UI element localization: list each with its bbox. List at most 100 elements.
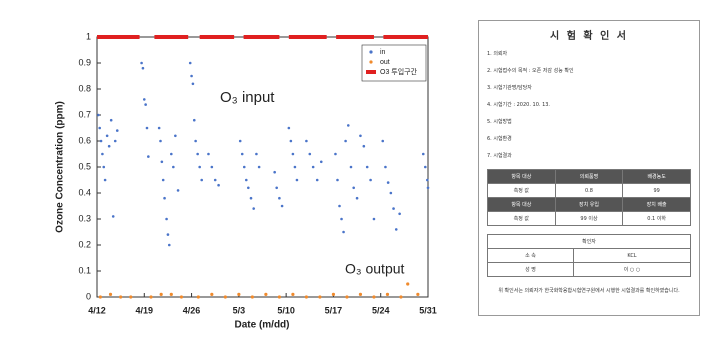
point [194, 140, 197, 143]
point [158, 127, 161, 130]
point [386, 293, 389, 296]
point [318, 295, 321, 298]
table-cell: 소 속 [488, 249, 574, 263]
point [108, 145, 111, 148]
point [390, 192, 393, 195]
point [106, 135, 109, 138]
point [247, 187, 250, 190]
point [245, 179, 248, 182]
point [340, 218, 343, 221]
point [336, 179, 339, 182]
point [356, 197, 359, 200]
point [381, 140, 384, 143]
point [366, 166, 369, 169]
point [207, 153, 210, 156]
point [363, 145, 366, 148]
section-heading: 6. 시험환경 [487, 135, 691, 142]
point [243, 166, 246, 169]
table-row: 측정 값0.899 [488, 184, 691, 198]
point [369, 179, 372, 182]
point [104, 179, 107, 182]
point [99, 295, 102, 298]
point [168, 244, 171, 247]
point [101, 153, 104, 156]
point [142, 67, 145, 70]
point [200, 179, 203, 182]
point [255, 153, 258, 156]
y-tick-label: 0.9 [78, 57, 91, 67]
point [193, 119, 196, 122]
doc-footer: 위 확인서는 의뢰자가 한국화학융합시험연구원에서 시행한 시험결과를 확인하였… [487, 287, 691, 294]
point [210, 293, 213, 296]
point [395, 228, 398, 231]
x-tick-label: 5/31 [419, 305, 437, 315]
table-cell: 0.8 [555, 184, 623, 198]
table-cell: KCL [573, 249, 690, 263]
legend-swatch [369, 50, 372, 53]
legend-label: in [380, 49, 386, 56]
annotation: O₃ output [345, 261, 405, 277]
point [224, 295, 227, 298]
point [250, 197, 253, 200]
x-tick-label: 4/19 [136, 305, 154, 315]
point [197, 295, 200, 298]
table-cell: 의뢰품명 [555, 170, 623, 184]
point [172, 166, 175, 169]
point [347, 124, 350, 127]
point [143, 98, 146, 101]
point [149, 295, 152, 298]
point [373, 218, 376, 221]
point [198, 166, 201, 169]
point [140, 62, 143, 65]
table-cell: 항목 대상 [488, 170, 556, 184]
point [177, 189, 180, 192]
point [359, 293, 362, 296]
point [190, 75, 193, 78]
point [316, 179, 319, 182]
point [144, 103, 147, 106]
point [320, 161, 323, 164]
point [427, 187, 430, 190]
table-cell: 배경농도 [623, 170, 691, 184]
point [189, 62, 192, 65]
point [281, 205, 284, 208]
confirm-table: 확인자소 속KCL성 명이 ○ ○ [487, 234, 691, 277]
point [114, 140, 117, 143]
y-tick-label: 0.2 [78, 239, 91, 249]
point [116, 129, 119, 132]
y-tick-label: 0.4 [78, 187, 91, 197]
point [162, 179, 165, 182]
point [278, 197, 281, 200]
point [119, 295, 122, 298]
point [214, 179, 217, 182]
point [98, 127, 101, 130]
point [147, 155, 150, 158]
document: 시 험 확 인 서 1. 의뢰자2. 시험접수의 목적 : 오존 저감 성능 확… [478, 20, 700, 316]
x-tick-label: 5/24 [372, 305, 390, 315]
section-heading: 1. 의뢰자 [487, 50, 691, 57]
point [426, 179, 429, 182]
y-tick-label: 0.3 [78, 213, 91, 223]
point [334, 153, 337, 156]
point [273, 171, 276, 174]
y-tick-label: 0.5 [78, 161, 91, 171]
point [312, 166, 315, 169]
table-cell: 측정 값 [488, 212, 556, 226]
point [372, 295, 375, 298]
y-tick-label: 0.7 [78, 109, 91, 119]
x-tick-label: 5/3 [233, 305, 246, 315]
table-cell: 항목 대상 [488, 198, 556, 212]
point [384, 166, 387, 169]
point [399, 295, 402, 298]
point [163, 197, 166, 200]
y-tick-label: 0 [86, 291, 91, 301]
point [398, 213, 401, 216]
point [239, 140, 242, 143]
point [165, 218, 168, 221]
section-heading: 2. 시험접수의 목적 : 오존 저감 성능 확인 [487, 67, 691, 74]
point [192, 83, 195, 86]
result-table: 항목 대상의뢰품명배경농도측정 값0.899항목 대상장치 유입장치 배출측정 … [487, 169, 691, 226]
point [296, 179, 299, 182]
x-tick-label: 4/12 [88, 305, 106, 315]
